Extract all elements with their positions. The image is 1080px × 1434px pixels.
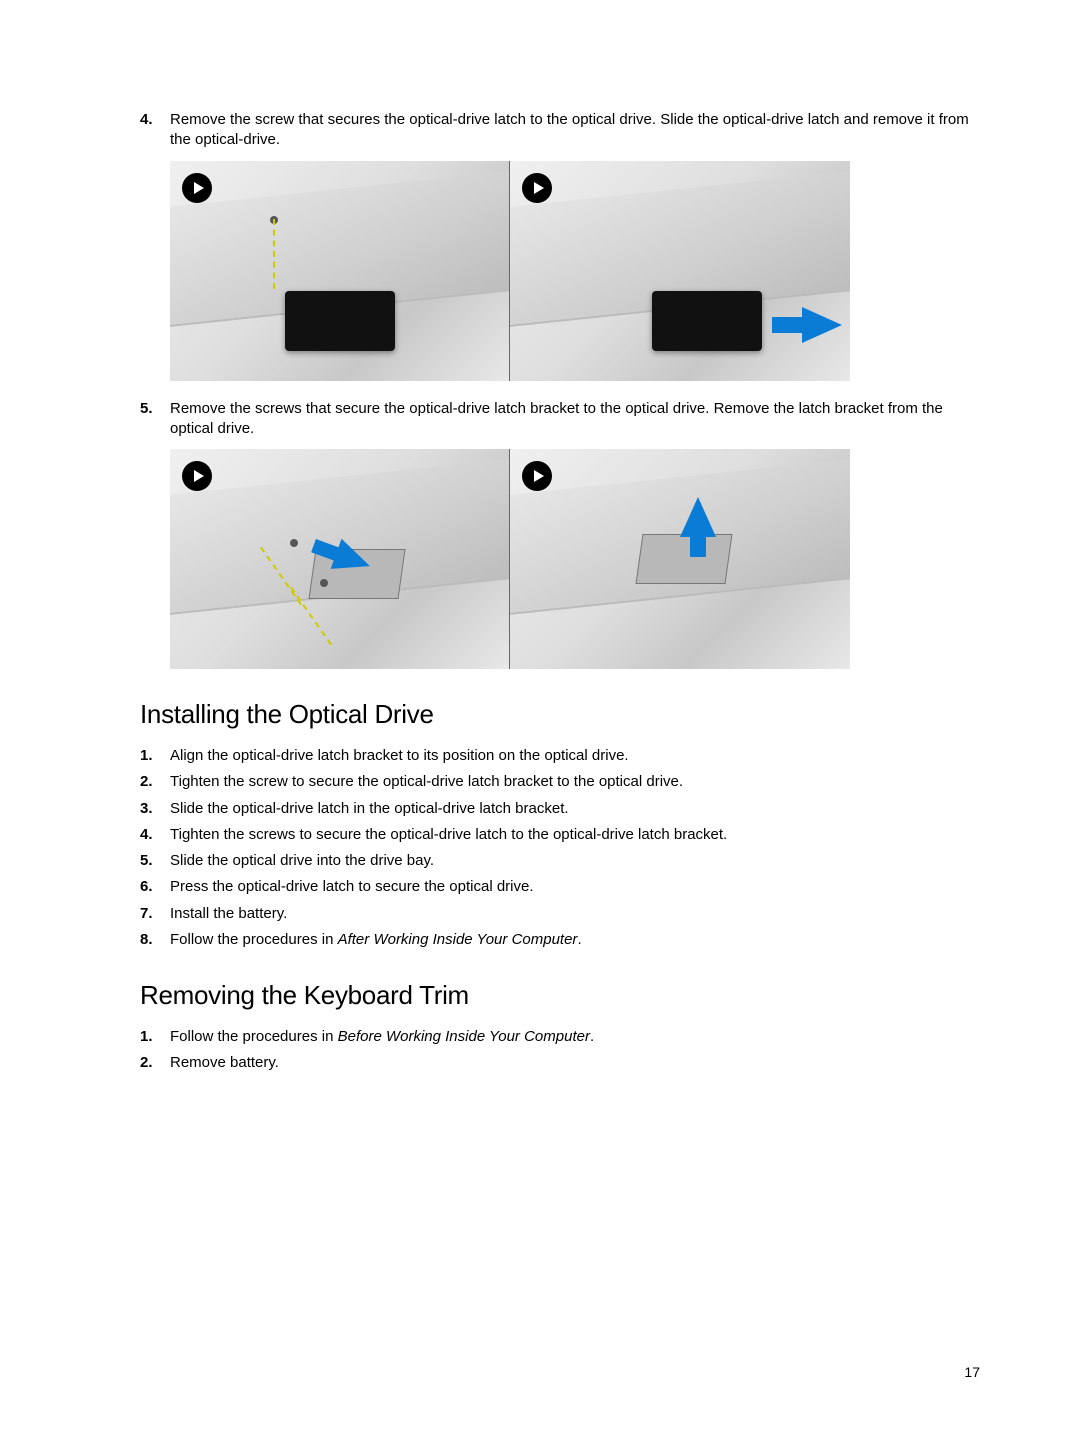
step-number: 7. [140,904,170,924]
play-icon [522,173,552,203]
section-heading-remove-trim: Removing the Keyboard Trim [140,980,980,1011]
step-text-suffix: . [577,931,581,948]
list-item: 2. Tighten the screw to secure the optic… [140,772,980,792]
step-text: Slide the optical-drive latch in the opt… [170,799,980,819]
step-number: 1. [140,746,170,766]
step-number: 2. [140,772,170,792]
step-text: Remove the screws that secure the optica… [170,399,980,440]
trim-steps-list: 1. Follow the procedures in Before Worki… [140,1027,980,1074]
section-heading-install: Installing the Optical Drive [140,699,980,730]
step-text: Slide the optical drive into the drive b… [170,851,980,871]
prior-steps-list-2: 5. Remove the screws that secure the opt… [140,399,980,440]
step-text-italic: Before Working Inside Your Computer [338,1028,590,1045]
step-number: 1. [140,1027,170,1047]
step-number: 6. [140,877,170,897]
step-text: Follow the procedures in After Working I… [170,930,980,950]
prior-steps-list: 4. Remove the screw that secures the opt… [140,110,980,151]
install-steps-list: 1. Align the optical-drive latch bracket… [140,746,980,950]
step-number: 3. [140,799,170,819]
step-text: Install the battery. [170,904,980,924]
figure-remove-bracket [510,449,850,669]
play-icon [522,461,552,491]
list-item: 4. Tighten the screws to secure the opti… [140,825,980,845]
figure-row-step5 [170,449,980,669]
list-item: 1. Follow the procedures in Before Worki… [140,1027,980,1047]
list-item: 7. Install the battery. [140,904,980,924]
step-number: 5. [140,851,170,871]
play-icon [182,461,212,491]
step-text-prefix: Follow the procedures in [170,931,338,948]
step-text-italic: After Working Inside Your Computer [338,931,578,948]
step-text-suffix: . [590,1028,594,1045]
list-item: 5. Slide the optical drive into the driv… [140,851,980,871]
step-text-prefix: Follow the procedures in [170,1028,338,1045]
step-number: 2. [140,1053,170,1073]
list-item: 6. Press the optical-drive latch to secu… [140,877,980,897]
arrow-icon [680,497,716,537]
page-content: 4. Remove the screw that secures the opt… [0,0,1080,1140]
list-item: 1. Align the optical-drive latch bracket… [140,746,980,766]
list-item: 2. Remove battery. [140,1053,980,1073]
step-text: Remove battery. [170,1053,980,1073]
list-item: 5. Remove the screws that secure the opt… [140,399,980,440]
figure-remove-screw [170,161,510,381]
step-text: Tighten the screw to secure the optical-… [170,772,980,792]
step-text: Align the optical-drive latch bracket to… [170,746,980,766]
arrow-icon [802,307,842,343]
step-text: Tighten the screws to secure the optical… [170,825,980,845]
step-number: 4. [140,825,170,845]
figure-slide-latch [510,161,850,381]
step-number: 8. [140,930,170,950]
step-number: 4. [140,110,170,151]
figure-row-step4 [170,161,980,381]
step-text: Follow the procedures in Before Working … [170,1027,980,1047]
list-item: 3. Slide the optical-drive latch in the … [140,799,980,819]
list-item: 8. Follow the procedures in After Workin… [140,930,980,950]
figure-remove-screws [170,449,510,669]
play-icon [182,173,212,203]
step-number: 5. [140,399,170,440]
list-item: 4. Remove the screw that secures the opt… [140,110,980,151]
step-text: Press the optical-drive latch to secure … [170,877,980,897]
step-text: Remove the screw that secures the optica… [170,110,980,151]
page-number: 17 [964,1364,980,1380]
